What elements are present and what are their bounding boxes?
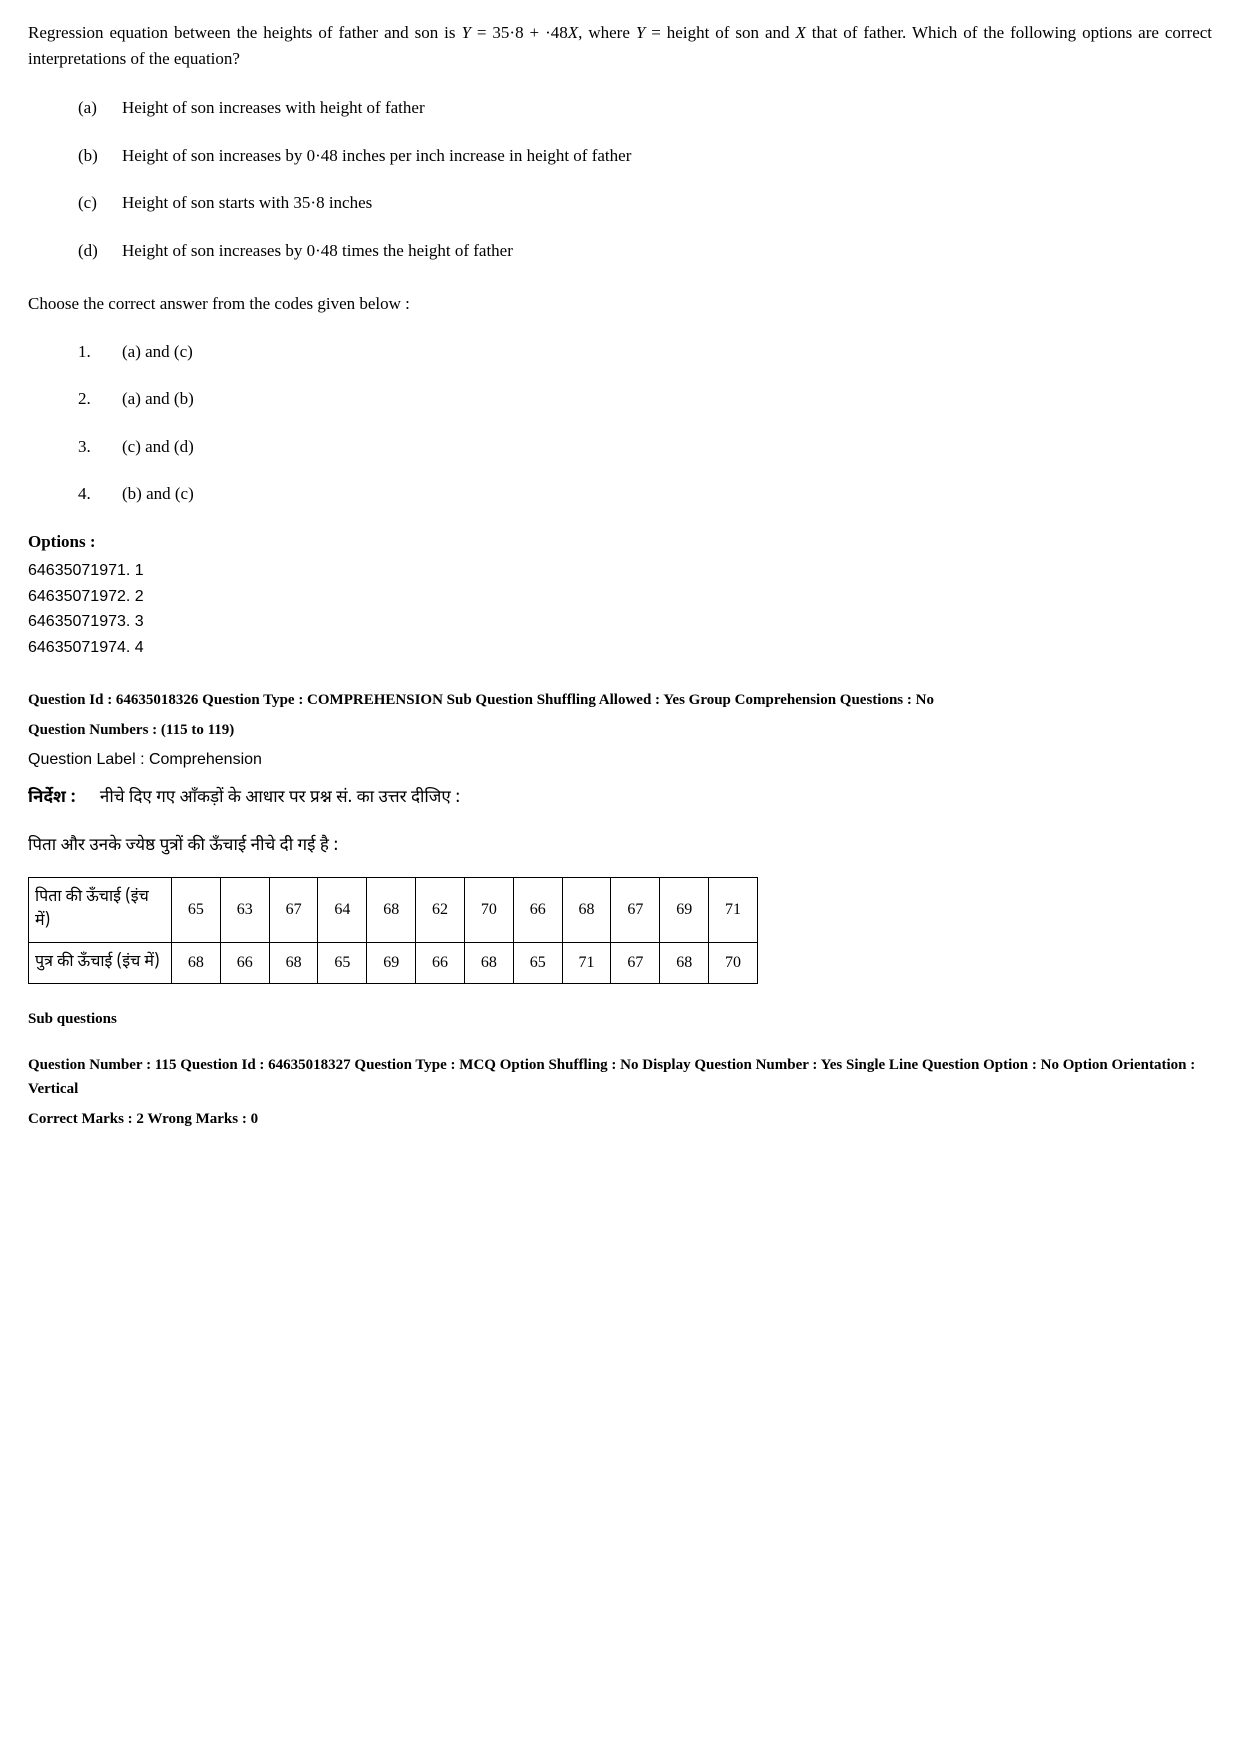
option-item: 64635071971. 1 <box>28 558 1212 584</box>
eq-y2: Y <box>636 23 645 42</box>
subq-meta-1: Question Number : 115 Question Id : 6463… <box>28 1053 1212 1101</box>
table-cell: 68 <box>562 878 611 943</box>
table-cell: 69 <box>367 943 416 984</box>
nirdesh-row: निर्देश : नीचे दिए गए आँकड़ों के आधार पर… <box>28 786 1212 812</box>
comprehension-meta-1: Question Id : 64635018326 Question Type … <box>28 688 1212 712</box>
table-cell: 63 <box>220 878 269 943</box>
table-cell: 70 <box>709 943 758 984</box>
eq-x2: X <box>795 23 805 42</box>
sub-questions-heading: Sub questions <box>28 1008 1212 1031</box>
code-text: (a) and (b) <box>122 386 194 412</box>
table-cell: 62 <box>416 878 465 943</box>
table-intro: पिता और उनके ज्येष्ठ पुत्रों की ऊँचाई नी… <box>28 834 1212 860</box>
statement-b: (b) Height of son increases by 0·48 inch… <box>78 143 1212 169</box>
heights-table: पिता की ऊँचाई (इंच में) 65 63 67 64 68 6… <box>28 877 758 984</box>
code-num: 3. <box>78 434 122 460</box>
code-text: (a) and (c) <box>122 339 193 365</box>
stem-post2: = height of son and <box>645 23 795 42</box>
stem-post1: , where <box>578 23 636 42</box>
row-header-son: पुत्र की ऊँचाई (इंच में) <box>29 943 172 984</box>
statement-a: (a) Height of son increases with height … <box>78 95 1212 121</box>
table-cell: 65 <box>513 943 562 984</box>
statement-c: (c) Height of son starts with 35·8 inche… <box>78 190 1212 216</box>
statement-text: Height of son increases with height of f… <box>122 95 1212 121</box>
nirdesh-text: नीचे दिए गए आँकड़ों के आधार पर प्रश्न सं… <box>100 786 460 812</box>
table-cell: 66 <box>416 943 465 984</box>
nirdesh-label: निर्देश : <box>28 786 76 812</box>
question-label: Question Label : Comprehension <box>28 748 1212 772</box>
option-item: 64635071972. 2 <box>28 584 1212 610</box>
table-cell: 67 <box>611 878 660 943</box>
table-cell: 68 <box>172 943 221 984</box>
table-cell: 68 <box>367 878 416 943</box>
statement-text: Height of son starts with 35·8 inches <box>122 190 1212 216</box>
code-num: 2. <box>78 386 122 412</box>
table-cell: 65 <box>172 878 221 943</box>
option-item: 64635071973. 3 <box>28 609 1212 635</box>
table-cell: 67 <box>611 943 660 984</box>
code-text: (b) and (c) <box>122 481 194 507</box>
code-num: 4. <box>78 481 122 507</box>
table-cell: 68 <box>660 943 709 984</box>
table-cell: 68 <box>464 943 513 984</box>
code-num: 1. <box>78 339 122 365</box>
stem-pre: Regression equation between the heights … <box>28 23 461 42</box>
statement-label: (b) <box>78 143 122 169</box>
table-cell: 64 <box>318 878 367 943</box>
table-cell: 71 <box>562 943 611 984</box>
table-cell: 65 <box>318 943 367 984</box>
code-1: 1. (a) and (c) <box>78 339 1212 365</box>
statement-label: (a) <box>78 95 122 121</box>
table-cell: 70 <box>464 878 513 943</box>
statement-label: (d) <box>78 238 122 264</box>
code-3: 3. (c) and (d) <box>78 434 1212 460</box>
codes-list: 1. (a) and (c) 2. (a) and (b) 3. (c) and… <box>78 339 1212 507</box>
choose-line: Choose the correct answer from the codes… <box>28 291 1212 317</box>
statement-text: Height of son increases by 0·48 times th… <box>122 238 1212 264</box>
table-row: पुत्र की ऊँचाई (इंच में) 68 66 68 65 69 … <box>29 943 758 984</box>
table-cell: 67 <box>269 878 318 943</box>
table-row: पिता की ऊँचाई (इंच में) 65 63 67 64 68 6… <box>29 878 758 943</box>
options-block: Options : 64635071971. 1 64635071972. 2 … <box>28 529 1212 661</box>
code-text: (c) and (d) <box>122 434 194 460</box>
eq-mid: = 35·8 + ·48 <box>471 23 568 42</box>
eq-y: Y <box>461 23 470 42</box>
code-4: 4. (b) and (c) <box>78 481 1212 507</box>
code-2: 2. (a) and (b) <box>78 386 1212 412</box>
question-stem: Regression equation between the heights … <box>28 20 1212 71</box>
statement-label: (c) <box>78 190 122 216</box>
options-heading: Options : <box>28 529 1212 555</box>
eq-x: X <box>568 23 578 42</box>
subq-meta-2: Correct Marks : 2 Wrong Marks : 0 <box>28 1107 1212 1131</box>
statement-text: Height of son increases by 0·48 inches p… <box>122 143 1212 169</box>
table-cell: 66 <box>220 943 269 984</box>
table-cell: 66 <box>513 878 562 943</box>
comprehension-meta-2: Question Numbers : (115 to 119) <box>28 718 1212 742</box>
table-cell: 69 <box>660 878 709 943</box>
table-cell: 71 <box>709 878 758 943</box>
statements-list: (a) Height of son increases with height … <box>78 95 1212 263</box>
row-header-father: पिता की ऊँचाई (इंच में) <box>29 878 172 943</box>
table-cell: 68 <box>269 943 318 984</box>
option-item: 64635071974. 4 <box>28 635 1212 661</box>
statement-d: (d) Height of son increases by 0·48 time… <box>78 238 1212 264</box>
